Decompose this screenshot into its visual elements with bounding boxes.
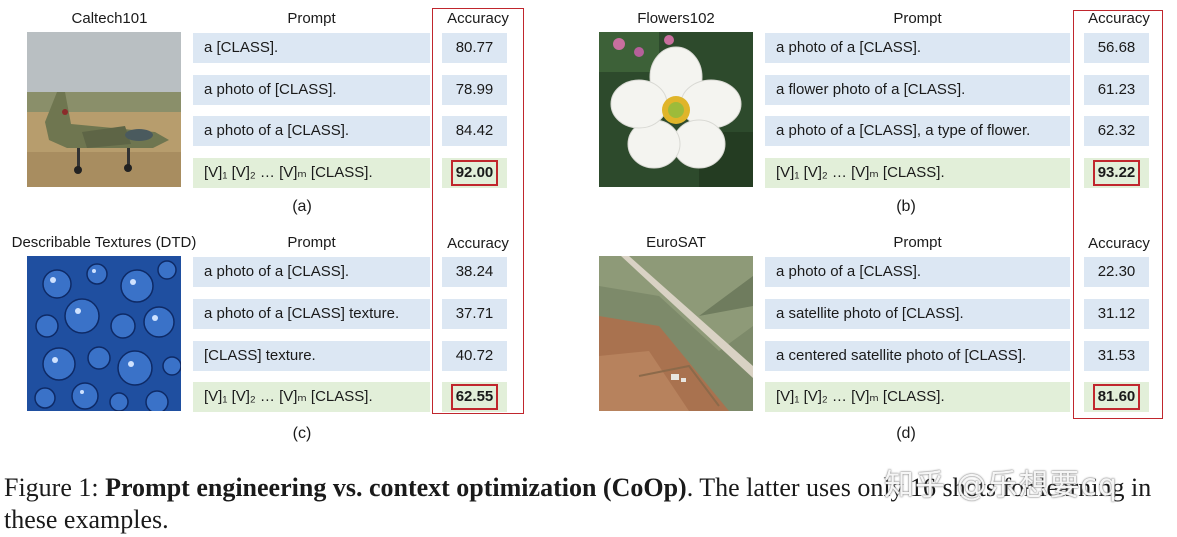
accuracy-cell: 31.53 — [1084, 341, 1149, 371]
texture-image — [27, 256, 181, 411]
airplane-image — [27, 32, 181, 187]
accuracy-column-highlight — [1073, 10, 1163, 419]
accuracy-cell: 61.23 — [1084, 75, 1149, 105]
prompt-cell: [CLASS] texture. — [193, 341, 430, 371]
prompt-cell: a satellite photo of [CLASS]. — [765, 299, 1070, 329]
highlighted-accuracy: 92.00 — [450, 160, 499, 186]
prompt-cell: a photo of a [CLASS]. — [193, 116, 430, 146]
accuracy-cell: 22.30 — [1084, 257, 1149, 287]
prompt-header: Prompt — [287, 234, 336, 251]
learned-accuracy-cell: 93.22 — [1084, 158, 1149, 188]
accuracy-header: Accuracy — [447, 10, 509, 27]
prompt-cell: a photo of a [CLASS] texture. — [193, 299, 430, 329]
panel-label: (d) — [896, 425, 916, 442]
learned-accuracy-cell: 81.60 — [1084, 382, 1149, 412]
panel-label: (b) — [896, 198, 916, 215]
satellite-image — [599, 256, 753, 411]
caption-bold: Prompt engineering vs. context optimizat… — [105, 473, 687, 502]
panel-label: (c) — [292, 425, 312, 442]
learned-prompt-cell: [V]₁ [V]₂ … [V]ₘ [CLASS]. — [765, 382, 1070, 412]
prompt-cell: a photo of [CLASS]. — [193, 75, 430, 105]
dataset-title: EuroSAT — [646, 234, 706, 251]
accuracy-cell: 37.71 — [442, 299, 507, 329]
learned-prompt-cell: [V]₁ [V]₂ … [V]ₘ [CLASS]. — [765, 158, 1070, 188]
prompt-header: Prompt — [893, 234, 942, 251]
prompt-header: Prompt — [287, 10, 336, 27]
highlighted-accuracy: 62.55 — [450, 384, 499, 410]
accuracy-cell: 31.12 — [1084, 299, 1149, 329]
figure-caption: Figure 1: Prompt engineering vs. context… — [4, 472, 1174, 536]
accuracy-cell: 40.72 — [442, 341, 507, 371]
learned-accuracy-cell: 62.55 — [442, 382, 507, 412]
accuracy-cell: 56.68 — [1084, 33, 1149, 63]
flower-image — [599, 32, 753, 187]
accuracy-cell: 38.24 — [442, 257, 507, 287]
learned-prompt-cell: [V]₁ [V]₂ … [V]ₘ [CLASS]. — [193, 158, 430, 188]
prompt-header: Prompt — [893, 10, 942, 27]
accuracy-header: Accuracy — [1088, 10, 1150, 27]
highlighted-accuracy: 81.60 — [1092, 384, 1141, 410]
accuracy-column-highlight — [432, 8, 524, 414]
prompt-cell: a flower photo of a [CLASS]. — [765, 75, 1070, 105]
accuracy-cell: 80.77 — [442, 33, 507, 63]
prompt-cell: a photo of a [CLASS]. — [193, 257, 430, 287]
prompt-cell: a centered satellite photo of [CLASS]. — [765, 341, 1070, 371]
dataset-title: Caltech101 — [71, 10, 148, 27]
caption-prefix: Figure 1: — [4, 473, 106, 502]
accuracy-header: Accuracy — [447, 235, 509, 252]
prompt-cell: a [CLASS]. — [193, 33, 430, 63]
prompt-cell: a photo of a [CLASS]. — [765, 257, 1070, 287]
panel-label: (a) — [292, 198, 312, 215]
learned-prompt-cell: [V]₁ [V]₂ … [V]ₘ [CLASS]. — [193, 382, 430, 412]
accuracy-cell: 84.42 — [442, 116, 507, 146]
dataset-title: Describable Textures (DTD) — [11, 234, 197, 251]
prompt-cell: a photo of a [CLASS], a type of flower. — [765, 116, 1070, 146]
highlighted-accuracy: 93.22 — [1092, 160, 1141, 186]
watermark: 知乎 @乐想要cq — [884, 468, 1119, 503]
caption-rest: . The latter uses only 16 shots for lear… — [4, 473, 1152, 534]
learned-accuracy-cell: 92.00 — [442, 158, 507, 188]
dataset-title: Flowers102 — [637, 10, 715, 27]
accuracy-header: Accuracy — [1088, 235, 1150, 252]
prompt-cell: a photo of a [CLASS]. — [765, 33, 1070, 63]
accuracy-cell: 62.32 — [1084, 116, 1149, 146]
accuracy-cell: 78.99 — [442, 75, 507, 105]
